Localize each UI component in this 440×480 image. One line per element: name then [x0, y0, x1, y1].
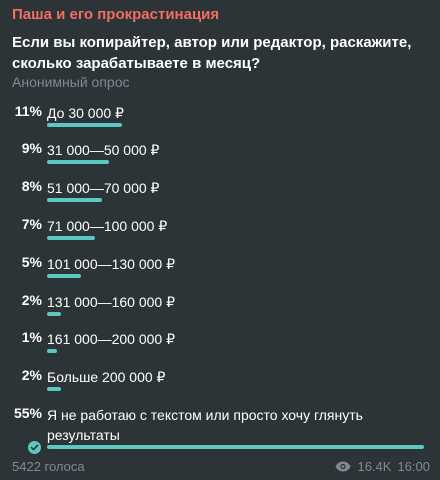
option-percent: 2% [21, 292, 42, 308]
option-label: 131 000—160 000 ₽ [47, 294, 176, 310]
option-percent: 5% [21, 254, 42, 270]
option-percent: 1% [21, 329, 42, 345]
option-percent: 8% [21, 178, 42, 194]
option-result-bar [47, 123, 122, 127]
option-result-bar [47, 445, 424, 449]
message-time: 16:00 [397, 459, 430, 474]
option-percent: 7% [21, 216, 42, 232]
eye-icon [335, 461, 351, 472]
option-percent: 11% [14, 103, 42, 119]
option-label: 51 000—70 000 ₽ [47, 180, 160, 196]
option-label: Больше 200 000 ₽ [47, 369, 166, 385]
option-result-bar [47, 312, 61, 316]
option-label: 101 000—130 000 ₽ [47, 256, 176, 272]
option-label: Я не работаю с текстом или просто хочу г… [47, 407, 363, 443]
poll-question: Если вы копирайтер, автор или редактор, … [12, 34, 412, 72]
option-result-bar [47, 160, 109, 164]
channel-name[interactable]: Паша и его прокрастинация [12, 6, 220, 23]
option-label: 161 000—200 000 ₽ [47, 331, 176, 347]
option-label: До 30 000 ₽ [47, 105, 124, 121]
option-percent: 2% [21, 367, 42, 383]
message-meta: 16.4K 16:00 [335, 459, 430, 474]
vote-count[interactable]: 5422 голоса [12, 459, 85, 474]
view-count: 16.4K [357, 459, 392, 474]
option-result-bar [47, 198, 102, 202]
option-percent: 9% [21, 140, 42, 156]
option-percent: 55% [13, 405, 42, 421]
check-circle-icon [28, 441, 41, 454]
option-label: 71 000—100 000 ₽ [47, 218, 168, 234]
option-result-bar [47, 274, 81, 278]
option-result-bar [47, 387, 61, 391]
option-result-bar [47, 236, 95, 240]
poll-type: Анонимный опрос [12, 74, 130, 90]
option-result-bar [47, 349, 57, 353]
option-label: 31 000—50 000 ₽ [47, 142, 160, 158]
